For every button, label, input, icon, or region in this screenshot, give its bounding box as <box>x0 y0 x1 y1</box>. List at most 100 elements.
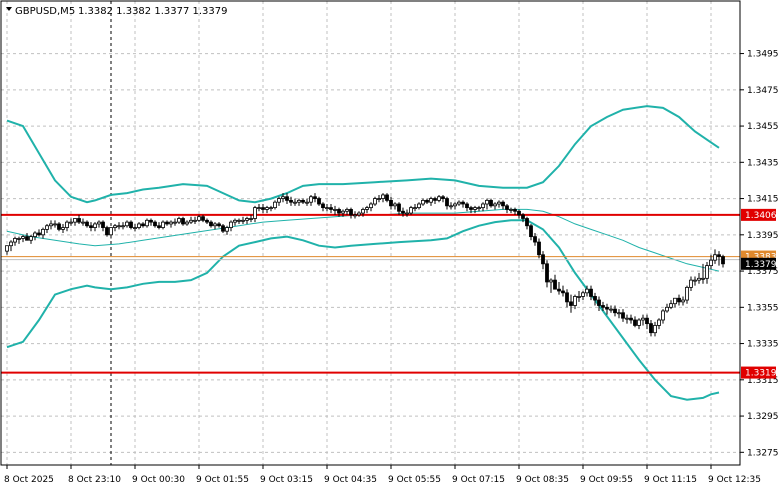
y-tick-label: 1.3335 <box>747 340 779 350</box>
candle-body <box>653 325 657 334</box>
candle-body <box>397 203 401 212</box>
candle-body <box>529 225 533 238</box>
candle-body <box>485 199 489 205</box>
x-tick-label: 9 Oct 07:15 <box>452 475 505 485</box>
candle-body <box>617 312 621 315</box>
candle-body <box>137 223 141 228</box>
candle-body <box>41 228 45 236</box>
candle-body <box>53 223 57 226</box>
candle-body <box>381 194 385 199</box>
bollinger-lower-line <box>6 219 720 401</box>
candle-body <box>373 198 377 205</box>
candle-body <box>217 223 221 227</box>
y-tick-label: 1.3435 <box>747 158 779 168</box>
candle-body <box>565 292 569 303</box>
candle-body <box>493 203 497 207</box>
candle-body <box>605 306 609 310</box>
candle-body <box>181 218 185 225</box>
time-axis[interactable]: 8 Oct 2025 8 Oct 23:10 9 Oct 00:30 9 Oct 01… <box>4 465 761 485</box>
candle-body <box>105 227 109 236</box>
candle-body <box>69 221 73 224</box>
x-tick-label: 8 Oct 2025 <box>4 475 54 485</box>
candle-body <box>37 232 41 236</box>
candle-body <box>349 209 353 216</box>
candle-body <box>325 207 329 210</box>
candle-body <box>613 308 617 314</box>
candle-body <box>361 209 365 214</box>
candle-body <box>433 198 437 201</box>
candle-body <box>225 227 229 232</box>
candle-body <box>89 225 93 228</box>
horizontal-levels <box>1 213 740 374</box>
candle-body <box>177 218 181 223</box>
y-tick-label: 1.3295 <box>747 412 779 422</box>
candle-body <box>205 219 209 223</box>
candle-body <box>301 199 305 203</box>
candle-body <box>437 196 441 201</box>
candle-body <box>549 279 553 283</box>
candle-body <box>513 209 517 212</box>
candle-body <box>505 205 509 210</box>
price-tag-label: 1.3379 <box>745 260 777 270</box>
candle-body <box>661 310 665 321</box>
candle-body <box>157 225 161 228</box>
candle-body <box>201 216 205 221</box>
candle-body <box>533 236 537 243</box>
candle-body <box>421 199 425 205</box>
candles <box>5 193 725 337</box>
candle-body <box>581 292 585 297</box>
candle-body <box>689 279 693 288</box>
price-tag <box>741 257 776 270</box>
candle-body <box>557 288 561 292</box>
candle-body <box>117 225 121 228</box>
candle-body <box>701 277 705 280</box>
candle-body <box>385 194 389 201</box>
triangle-down-icon[interactable] <box>6 7 12 11</box>
candle-body <box>57 223 61 230</box>
candle-body <box>245 218 249 221</box>
candle-body <box>409 207 413 214</box>
y-tick-label: 1.3375 <box>747 267 779 277</box>
price-tag <box>741 208 776 221</box>
y-tick-label: 1.3495 <box>747 50 779 60</box>
candle-body <box>273 201 277 209</box>
candle-body <box>93 223 97 228</box>
candle-body <box>441 196 445 199</box>
candle-body <box>589 288 593 297</box>
candle-body <box>677 297 681 303</box>
candle-body <box>553 279 557 290</box>
candle-body <box>113 225 117 228</box>
candle-body <box>601 305 605 308</box>
candle-body <box>721 256 725 265</box>
bollinger-bands <box>6 105 720 401</box>
candle-body <box>461 201 465 205</box>
candle-body <box>597 299 601 306</box>
candle-body <box>189 219 193 223</box>
x-tick-label: 9 Oct 01:55 <box>196 475 249 485</box>
candle-body <box>625 317 629 320</box>
symbol-label: GBPUSD,M5 <box>15 6 75 17</box>
candle-body <box>669 303 673 308</box>
x-tick-label: 9 Oct 08:35 <box>516 475 569 485</box>
candle-body <box>149 219 153 223</box>
candle-body <box>209 221 213 227</box>
candle-body <box>393 203 397 207</box>
candle-body <box>477 207 481 210</box>
candle-body <box>445 198 449 207</box>
candle-body <box>369 203 373 209</box>
candle-body <box>121 225 125 228</box>
candle-body <box>305 201 309 204</box>
candle-body <box>341 210 345 214</box>
candle-body <box>401 210 405 214</box>
candle-body <box>197 216 201 221</box>
candle-body <box>697 277 701 281</box>
candle-body <box>253 207 257 219</box>
candle-body <box>25 236 29 241</box>
candle-body <box>333 209 337 211</box>
price-axis[interactable]: 1.34951.34751.34551.34351.34151.33951.33… <box>740 50 779 459</box>
candle-body <box>501 201 505 207</box>
candle-body <box>573 296 577 306</box>
ohlc-readout: 1.3382 1.3382 1.3377 1.3379 <box>78 6 228 17</box>
candle-body <box>297 199 301 203</box>
